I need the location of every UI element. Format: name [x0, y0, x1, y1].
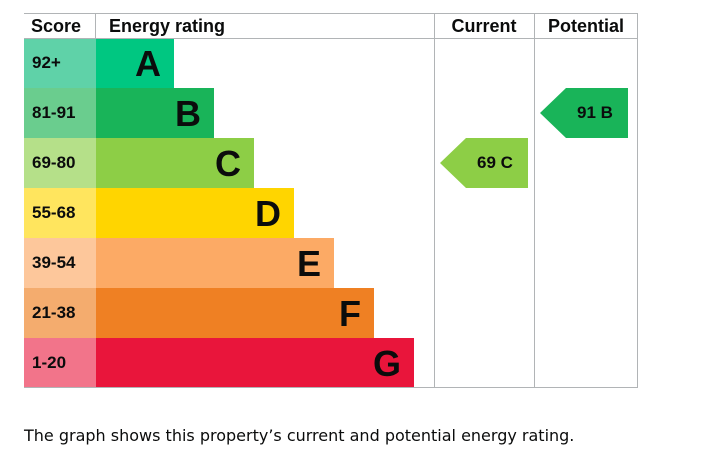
band-letter-c: C: [215, 143, 241, 184]
score-cell-a: [24, 38, 96, 88]
score-cell-g: [24, 338, 96, 388]
score-label-g: 1-20: [32, 353, 66, 372]
band-letter-g: G: [373, 343, 401, 384]
band-bar-f: [96, 288, 374, 338]
header-potential: Potential: [548, 16, 624, 36]
score-cell-c: [24, 138, 96, 188]
current-rating-label: 69 C: [477, 153, 513, 172]
score-label-c: 69-80: [32, 153, 75, 172]
score-cell-d: [24, 188, 96, 238]
band-letter-b: B: [175, 93, 201, 134]
band-letter-d: D: [255, 193, 281, 234]
band-letter-e: E: [297, 243, 321, 284]
potential-rating-arrow: [540, 88, 628, 138]
score-label-d: 55-68: [32, 203, 75, 222]
potential-rating-label: 91 B: [577, 103, 613, 122]
chart-caption: The graph shows this property’s current …: [24, 426, 575, 445]
band-bar-d: [96, 188, 294, 238]
band-bar-a: [96, 38, 174, 88]
header-score: Score: [31, 16, 81, 36]
score-label-a: 92+: [32, 53, 61, 72]
score-label-f: 21-38: [32, 303, 75, 322]
band-letter-f: F: [339, 293, 361, 334]
band-bar-g: [96, 338, 414, 388]
energy-rating-chart: Score Energy rating Current Potential 92+ A 81…: [24, 13, 638, 388]
band-bar-e: [96, 238, 334, 288]
band-bar-b: [96, 88, 214, 138]
header-energy-rating: Energy rating: [109, 16, 225, 36]
band-bar-c: [96, 138, 254, 188]
score-cell-b: [24, 88, 96, 138]
score-cell-f: [24, 288, 96, 338]
score-cell-e: [24, 238, 96, 288]
header-current: Current: [451, 16, 516, 36]
band-letter-a: A: [135, 43, 161, 84]
score-label-b: 81-91: [32, 103, 75, 122]
score-label-e: 39-54: [32, 253, 76, 272]
current-rating-arrow: [440, 138, 528, 188]
